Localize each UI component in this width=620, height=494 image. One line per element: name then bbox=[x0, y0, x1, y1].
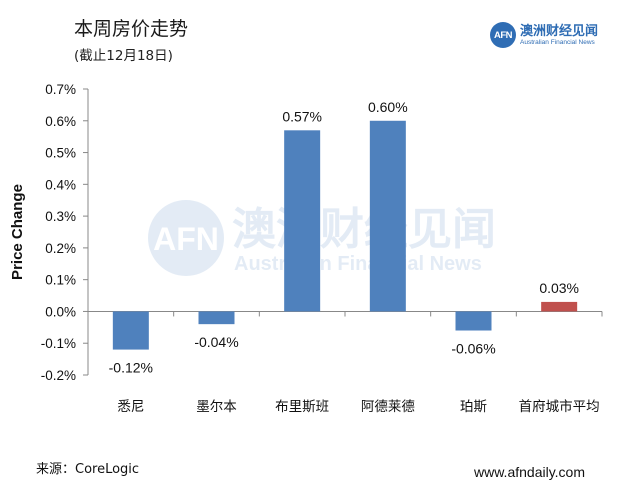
bar bbox=[284, 130, 321, 312]
bar-labels: -0.12% -0.04% 0.57% 0.60% -0.06% 0.03% bbox=[109, 99, 579, 376]
afn-logo-icon: AFN bbox=[490, 22, 516, 48]
bar-data-label: 0.60% bbox=[368, 99, 408, 115]
bar bbox=[541, 301, 578, 312]
x-category-label: 阿德莱德 bbox=[361, 399, 415, 415]
x-axis bbox=[87, 310, 603, 317]
x-category-label: 墨尔本 bbox=[196, 399, 237, 415]
bars bbox=[112, 120, 578, 350]
y-tick-label: 0.2% bbox=[45, 241, 76, 256]
y-tick-label: 0.5% bbox=[45, 146, 76, 161]
y-tick-label: 0.6% bbox=[45, 114, 76, 129]
bar-data-label: -0.06% bbox=[451, 341, 495, 357]
watermark: AFN 澳洲财经见闻 Australian Financial News bbox=[148, 200, 496, 276]
bar-data-label: 0.57% bbox=[282, 108, 322, 124]
y-tick-label: -0.1% bbox=[41, 336, 76, 351]
brand-name-en: Australian Financial News bbox=[520, 38, 595, 46]
y-tick-label: 0.3% bbox=[45, 209, 76, 224]
bar bbox=[455, 311, 492, 331]
y-tick-label: 0.4% bbox=[45, 177, 76, 192]
watermark-name-en: Australian Financial News bbox=[234, 253, 482, 275]
y-axis-label: Price Change bbox=[9, 184, 26, 280]
chart-title: 本周房价走势 bbox=[74, 18, 189, 40]
watermark-logo-icon bbox=[148, 200, 224, 276]
chart-subtitle: (截止12月18日) bbox=[74, 48, 173, 64]
bar bbox=[112, 311, 149, 350]
bar-data-label: -0.04% bbox=[194, 334, 238, 350]
category-labels: 悉尼 墨尔本 布里斯班 阿德莱德 珀斯 首府城市平均 bbox=[117, 398, 599, 415]
brand-name-cn: 澳洲财经见闻 bbox=[520, 23, 599, 39]
bar-data-label: 0.03% bbox=[539, 280, 579, 296]
x-category-label: 珀斯 bbox=[460, 399, 487, 415]
y-tick-label: -0.2% bbox=[41, 368, 76, 383]
website-link[interactable]: www.afndaily.com bbox=[474, 464, 586, 480]
watermark-name-cn: 澳洲财经见闻 bbox=[232, 204, 496, 255]
y-tick-label: 0.1% bbox=[45, 273, 76, 288]
brand-logo-block: AFN 澳洲财经见闻 Australian Financial News bbox=[490, 22, 598, 48]
x-category-label: 悉尼 bbox=[117, 399, 144, 415]
y-tick-label: 0.0% bbox=[45, 304, 76, 319]
bar-data-label: -0.12% bbox=[109, 360, 153, 376]
svg-text:AFN: AFN bbox=[153, 221, 219, 257]
bar bbox=[198, 311, 235, 325]
y-tick-label: 0.7% bbox=[45, 82, 76, 97]
y-axis: 0.7% 0.6% 0.5% 0.4% 0.3% 0.2% 0.1% 0.0% -0.1% -0.… bbox=[41, 82, 89, 383]
x-category-label: 布里斯班 bbox=[275, 399, 329, 415]
x-category-label: 首府城市平均 bbox=[519, 398, 600, 415]
source-note: 来源：CoreLogic bbox=[36, 462, 140, 477]
bar bbox=[369, 120, 406, 312]
